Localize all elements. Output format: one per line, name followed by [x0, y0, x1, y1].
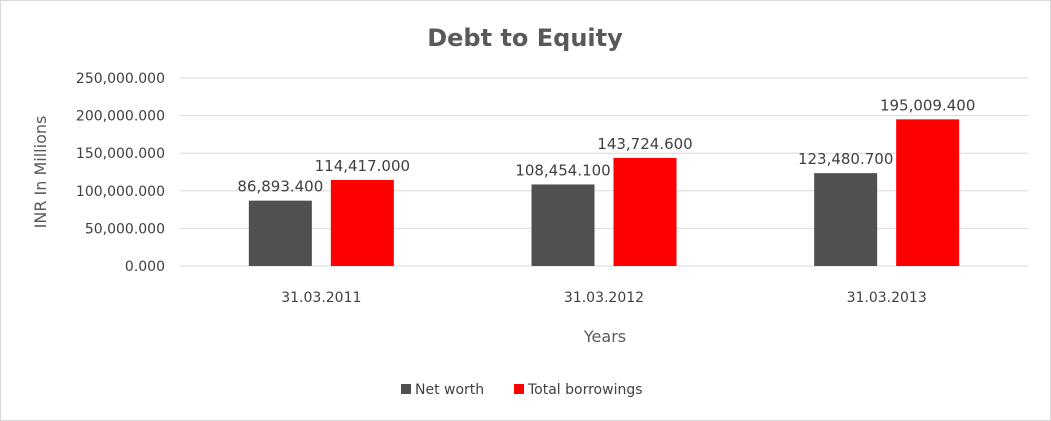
x-tick-label: 31.03.2013 [847, 290, 927, 306]
bars: 86,893.400 114,417.000 108,454.100 143,724.… [237, 96, 975, 266]
y-tick-label: 250,000.000 [76, 71, 165, 87]
gridlines [180, 77, 1028, 267]
legend-swatch [401, 384, 411, 394]
bar-total-borrowings [896, 119, 960, 266]
bar-total-borrowings [613, 157, 677, 266]
legend-entry: Net worth [415, 382, 484, 398]
x-tick-label: 31.03.2011 [281, 290, 361, 306]
x-axis-label: Years [583, 327, 626, 346]
y-tick-label: 100,000.000 [76, 184, 165, 200]
bar-net-worth [531, 184, 595, 266]
y-axis-ticks: 0.000 50,000.000 100,000.000 150,000.000 200… [76, 71, 165, 275]
legend-entry: Total borrowings [527, 382, 643, 398]
y-tick-label: 200,000.000 [76, 109, 165, 125]
x-axis-ticks: 31.03.2011 31.03.2012 31.03.2013 [281, 290, 927, 306]
data-label: 143,724.600 [597, 135, 692, 153]
y-tick-label: 0.000 [125, 259, 165, 275]
data-label: 108,454.100 [515, 161, 610, 179]
data-label: 86,893.400 [237, 178, 323, 196]
x-tick-label: 31.03.2012 [564, 290, 644, 306]
y-tick-label: 50,000.000 [85, 221, 165, 237]
legend-swatch [514, 384, 524, 394]
data-label: 123,480.700 [798, 150, 893, 168]
bar-net-worth [814, 173, 878, 266]
y-tick-label: 150,000.000 [76, 146, 165, 162]
legend: Net worth Total borrowings [401, 382, 643, 398]
chart-title: Debt to Equity [427, 24, 623, 52]
y-axis-label: INR In Millions [31, 116, 50, 229]
bar-net-worth [248, 200, 312, 266]
bar-total-borrowings [330, 179, 394, 266]
data-label: 114,417.000 [315, 157, 410, 175]
data-label: 195,009.400 [880, 96, 975, 114]
